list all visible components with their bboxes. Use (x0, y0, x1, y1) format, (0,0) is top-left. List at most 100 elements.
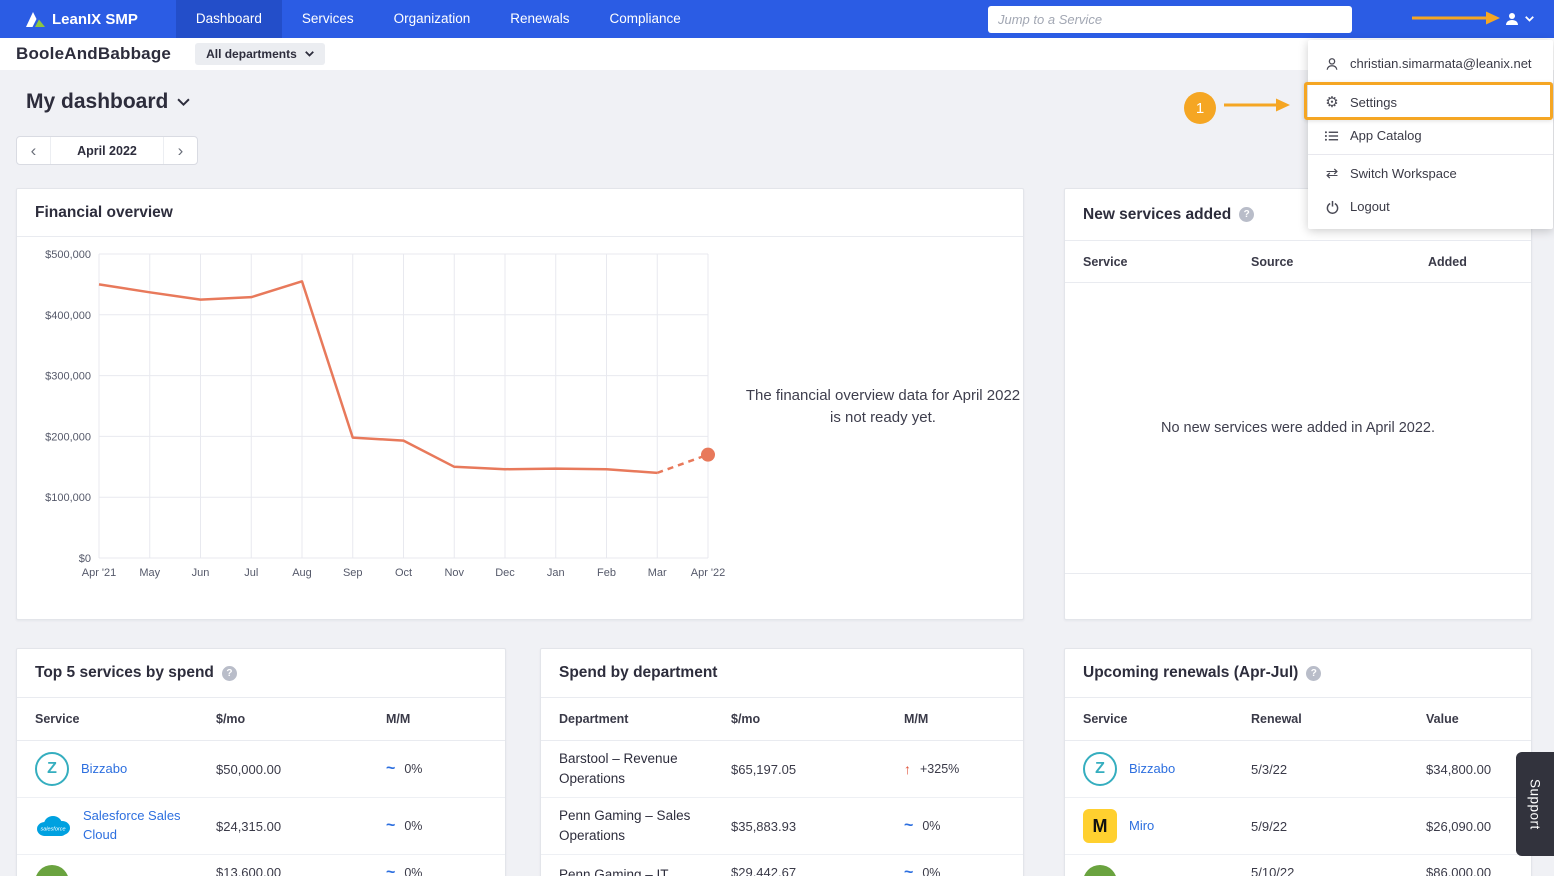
service-logo (35, 865, 69, 876)
col-value: Value (1426, 712, 1459, 726)
gear-icon: ⚙ (1325, 94, 1339, 111)
chevron-down-icon (1525, 16, 1534, 22)
department-filter[interactable]: All departments (195, 43, 325, 65)
nav-item-renewals[interactable]: Renewals (510, 11, 570, 26)
col-mm: M/M (386, 712, 411, 726)
svg-text:$400,000: $400,000 (45, 310, 91, 322)
department-name: Penn Gaming – IT Operations (559, 867, 669, 876)
svg-text:Oct: Oct (395, 567, 412, 579)
date-next-button[interactable]: › (164, 137, 197, 164)
col-source: Source (1251, 254, 1294, 269)
person-icon (1324, 57, 1340, 71)
nav-item-compliance[interactable]: Compliance (609, 11, 681, 26)
financial-overview-card: Financial overview $0 $100,000 $200,000 $30… (16, 188, 1024, 620)
card-title: Financial overview (35, 203, 173, 221)
renewal-date: 5/3/22 (1251, 761, 1288, 777)
workspace-title: BooleAndBabbage (16, 44, 172, 63)
list-icon (1324, 130, 1340, 142)
table-header: Service Source Added (1065, 241, 1531, 283)
bizzabo-logo: Z (35, 752, 69, 786)
svg-text:May: May (139, 567, 160, 579)
menu-item-switch-workspace[interactable]: ⇄ Switch Workspace (1308, 157, 1553, 190)
new-services-card: New services added ? Service Source Adde… (1064, 188, 1532, 620)
trend-flat-icon: ~ (386, 864, 396, 876)
mm-value: 0% (404, 819, 423, 833)
menu-item-label: App Catalog (1350, 128, 1422, 143)
mm-value: 0% (404, 866, 423, 876)
menu-item-app-catalog[interactable]: App Catalog (1308, 119, 1553, 152)
upcoming-renewals-card: Upcoming renewals (Apr-Jul) ? Service Re… (1064, 648, 1532, 876)
nav-item-organization[interactable]: Organization (393, 11, 471, 26)
dashboard-title[interactable]: My dashboard (26, 90, 190, 114)
col-spend: $/mo (731, 712, 761, 726)
nav-item-dashboard[interactable]: Dashboard (175, 0, 282, 38)
renewal-date: 5/9/22 (1251, 818, 1288, 834)
card-title: Top 5 services by spend (35, 664, 214, 681)
user-email-item: christian.simarmata@leanix.net (1308, 46, 1553, 81)
menu-item-settings[interactable]: ⚙ Settings (1308, 86, 1553, 119)
help-icon[interactable]: ? (221, 665, 237, 681)
user-avatar-button[interactable] (1504, 11, 1534, 27)
top-services-card: Top 5 services by spend ? Service $/mo M… (16, 648, 506, 876)
svg-text:Jan: Jan (547, 567, 565, 579)
renewal-value: $26,090.00 (1426, 818, 1492, 834)
col-service: Service (35, 712, 80, 726)
renewal-value: $34,800.00 (1426, 761, 1492, 777)
top-navbar: LeanIX SMP Dashboard Services Organizati… (0, 0, 1554, 38)
col-spend: $/mo (216, 712, 246, 726)
menu-item-logout[interactable]: Logout (1308, 190, 1553, 223)
divider (1308, 154, 1553, 155)
main-nav: Dashboard Services Organization Renewals… (175, 0, 701, 38)
date-prev-button[interactable]: ‹ (17, 137, 50, 164)
svg-text:Apr '21: Apr '21 (82, 567, 117, 579)
nav-item-services[interactable]: Services (301, 11, 354, 26)
trend-flat-icon: ~ (386, 817, 396, 834)
leanix-logo (26, 11, 45, 27)
table-row: Penn Gaming – Sales Operations $35,883.9… (541, 798, 1023, 855)
date-navigator: ‹ April 2022 › (16, 136, 198, 165)
mm-value: 0% (922, 819, 941, 833)
svg-text:Jul: Jul (244, 567, 258, 579)
user-icon (1506, 13, 1518, 25)
service-logo (1083, 865, 1117, 876)
spend-value: $35,883.93 (731, 818, 797, 834)
col-service: Service (1083, 712, 1128, 726)
svg-text:1: 1 (1196, 100, 1204, 117)
renewal-value: $86,000.00 (1426, 865, 1492, 876)
user-email: christian.simarmata@leanix.net (1350, 56, 1532, 71)
help-icon[interactable]: ? (1239, 207, 1255, 222)
department-name: Penn Gaming – Sales Operations (559, 807, 691, 843)
bizzabo-logo: Z (1083, 752, 1117, 786)
chevron-down-icon (304, 51, 314, 57)
col-renewal: Renewal (1251, 712, 1302, 726)
col-mm: M/M (904, 712, 929, 726)
card-title: Upcoming renewals (Apr-Jul) (1083, 664, 1299, 681)
table-header: Service $/mo M/M (17, 698, 505, 741)
renewal-date: 5/10/22 (1251, 865, 1295, 876)
department-name: Barstool – Revenue Operations (559, 750, 678, 786)
brand[interactable]: LeanIX SMP (26, 11, 138, 28)
help-icon[interactable]: ? (1306, 665, 1322, 681)
trend-flat-icon: ~ (386, 760, 396, 777)
service-search-input[interactable] (988, 5, 1352, 33)
svg-text:Aug: Aug (292, 567, 312, 579)
power-icon (1324, 200, 1340, 214)
col-added: Added (1428, 254, 1467, 269)
spend-value: $24,315.00 (216, 818, 282, 834)
user-menu: christian.simarmata@leanix.net ⚙ Setting… (1308, 40, 1553, 229)
col-service: Service (1083, 254, 1128, 269)
support-tab-label: Support (1527, 778, 1543, 830)
svg-text:$100,000: $100,000 (45, 492, 91, 504)
salesforce-logo: salesforce (35, 814, 71, 839)
support-tab[interactable]: Support (1516, 752, 1554, 856)
trend-flat-icon: ~ (904, 817, 914, 834)
service-link[interactable]: Bizzabo (1129, 760, 1176, 776)
service-link[interactable]: Miro (1129, 817, 1155, 833)
table-row: Penn Gaming – IT Operations $29,442.67 ~… (541, 855, 1023, 876)
svg-text:$500,000: $500,000 (45, 249, 91, 261)
service-link[interactable]: Salesforce Sales Cloud (83, 808, 181, 842)
svg-text:Dec: Dec (495, 567, 515, 579)
mm-value: 0% (922, 866, 941, 876)
service-link[interactable]: Bizzabo (81, 760, 128, 776)
mm-value: 0% (404, 762, 423, 776)
